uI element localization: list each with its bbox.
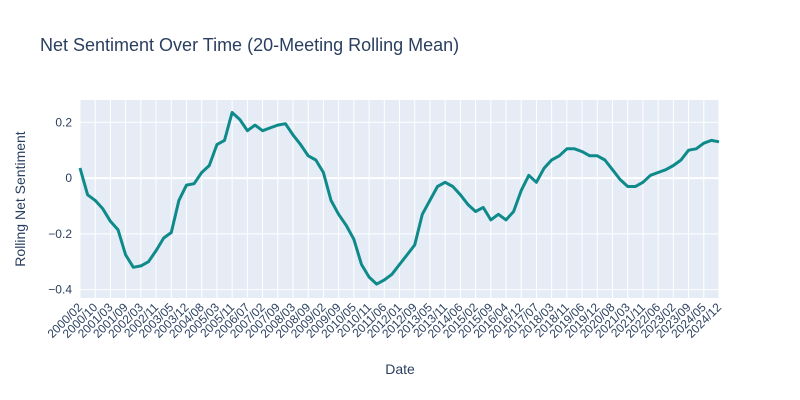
x-axis-title: Date — [385, 361, 415, 377]
marks — [78, 111, 720, 286]
y-tick-label: −0.4 — [48, 283, 72, 297]
grid — [79, 100, 720, 298]
y-tick-label: 0 — [65, 171, 72, 185]
labels: −0.4−0.200.22000/022000/102001/032001/09… — [45, 115, 725, 340]
data-line — [78, 111, 720, 286]
chart-title: Net Sentiment Over Time (20-Meeting Roll… — [40, 35, 459, 55]
y-tick-label: 0.2 — [55, 115, 72, 129]
y-axis-title: Rolling Net Sentiment — [12, 131, 28, 267]
y-tick-label: −0.2 — [48, 227, 72, 241]
